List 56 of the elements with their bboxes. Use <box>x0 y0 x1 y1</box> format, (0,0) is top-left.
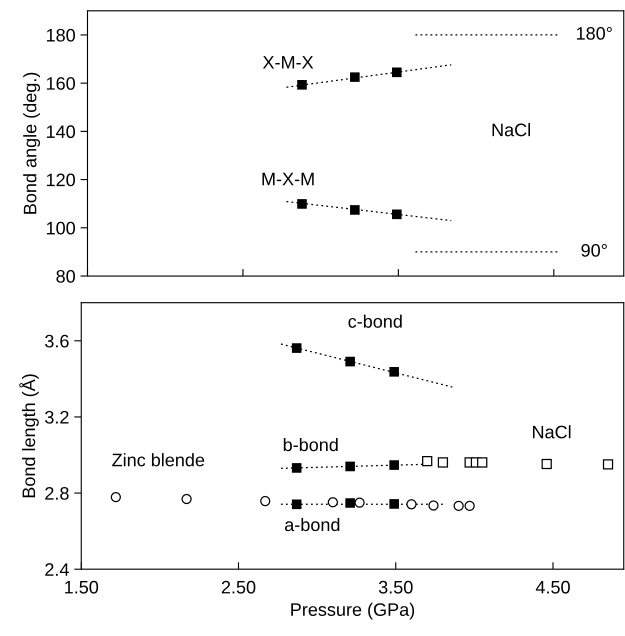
y-axis-title: Bond angle (deg.) <box>23 72 40 214</box>
point <box>345 356 355 366</box>
x-tick-label: 1.50 <box>65 580 98 594</box>
annotation: Zinc blende <box>112 453 204 466</box>
y-tick-label: 180 <box>46 28 75 42</box>
point <box>438 457 448 468</box>
annotation: a-bond <box>285 518 340 532</box>
y-tick-label: 100 <box>46 222 75 235</box>
point <box>297 80 307 90</box>
point <box>345 498 355 508</box>
point <box>297 199 307 209</box>
point <box>602 459 614 470</box>
y-tick-label: 160 <box>46 77 75 90</box>
x-tick-label: 2.50 <box>222 580 256 594</box>
point <box>389 460 399 470</box>
y-tick-label: 3.2 <box>45 410 69 424</box>
y-tick-label: 3.6 <box>45 334 69 348</box>
point <box>392 68 402 78</box>
annotation: b-bond <box>284 438 338 452</box>
point <box>354 497 365 508</box>
point <box>477 457 488 468</box>
point <box>422 456 432 466</box>
point <box>428 500 439 511</box>
annotation: X-M-X <box>262 56 314 69</box>
point <box>542 458 552 470</box>
point <box>389 499 399 509</box>
y-tick-label: 120 <box>46 174 75 186</box>
y-tick-label: 2.4 <box>45 563 69 576</box>
point <box>406 499 417 510</box>
point <box>464 500 475 511</box>
annotation: M-X-M <box>262 172 314 186</box>
x-axis-title: Pressure (GPa) <box>291 602 414 620</box>
annotation: NaCl <box>492 123 530 136</box>
point <box>292 343 302 353</box>
annotation: NaCl <box>533 425 570 438</box>
x-tick-label: 4.50 <box>536 580 570 594</box>
y-axis-title: Bond length (Å) <box>19 374 39 498</box>
annotation: c-bond <box>348 314 402 328</box>
annotation: 90° <box>581 244 607 257</box>
point <box>292 500 302 510</box>
point <box>181 494 192 504</box>
point <box>260 496 270 506</box>
point <box>454 500 464 511</box>
point <box>328 497 338 508</box>
y-tick-label: 80 <box>56 270 75 283</box>
point <box>350 205 360 215</box>
point <box>292 463 302 473</box>
annotation: 180° <box>576 27 612 40</box>
point <box>110 492 121 502</box>
point <box>389 367 399 377</box>
y-tick-label: 140 <box>46 125 75 138</box>
point <box>350 72 360 82</box>
point <box>392 210 402 220</box>
point <box>345 462 355 472</box>
y-tick-label: 2.8 <box>45 487 69 500</box>
x-tick-label: 3.50 <box>378 580 413 594</box>
